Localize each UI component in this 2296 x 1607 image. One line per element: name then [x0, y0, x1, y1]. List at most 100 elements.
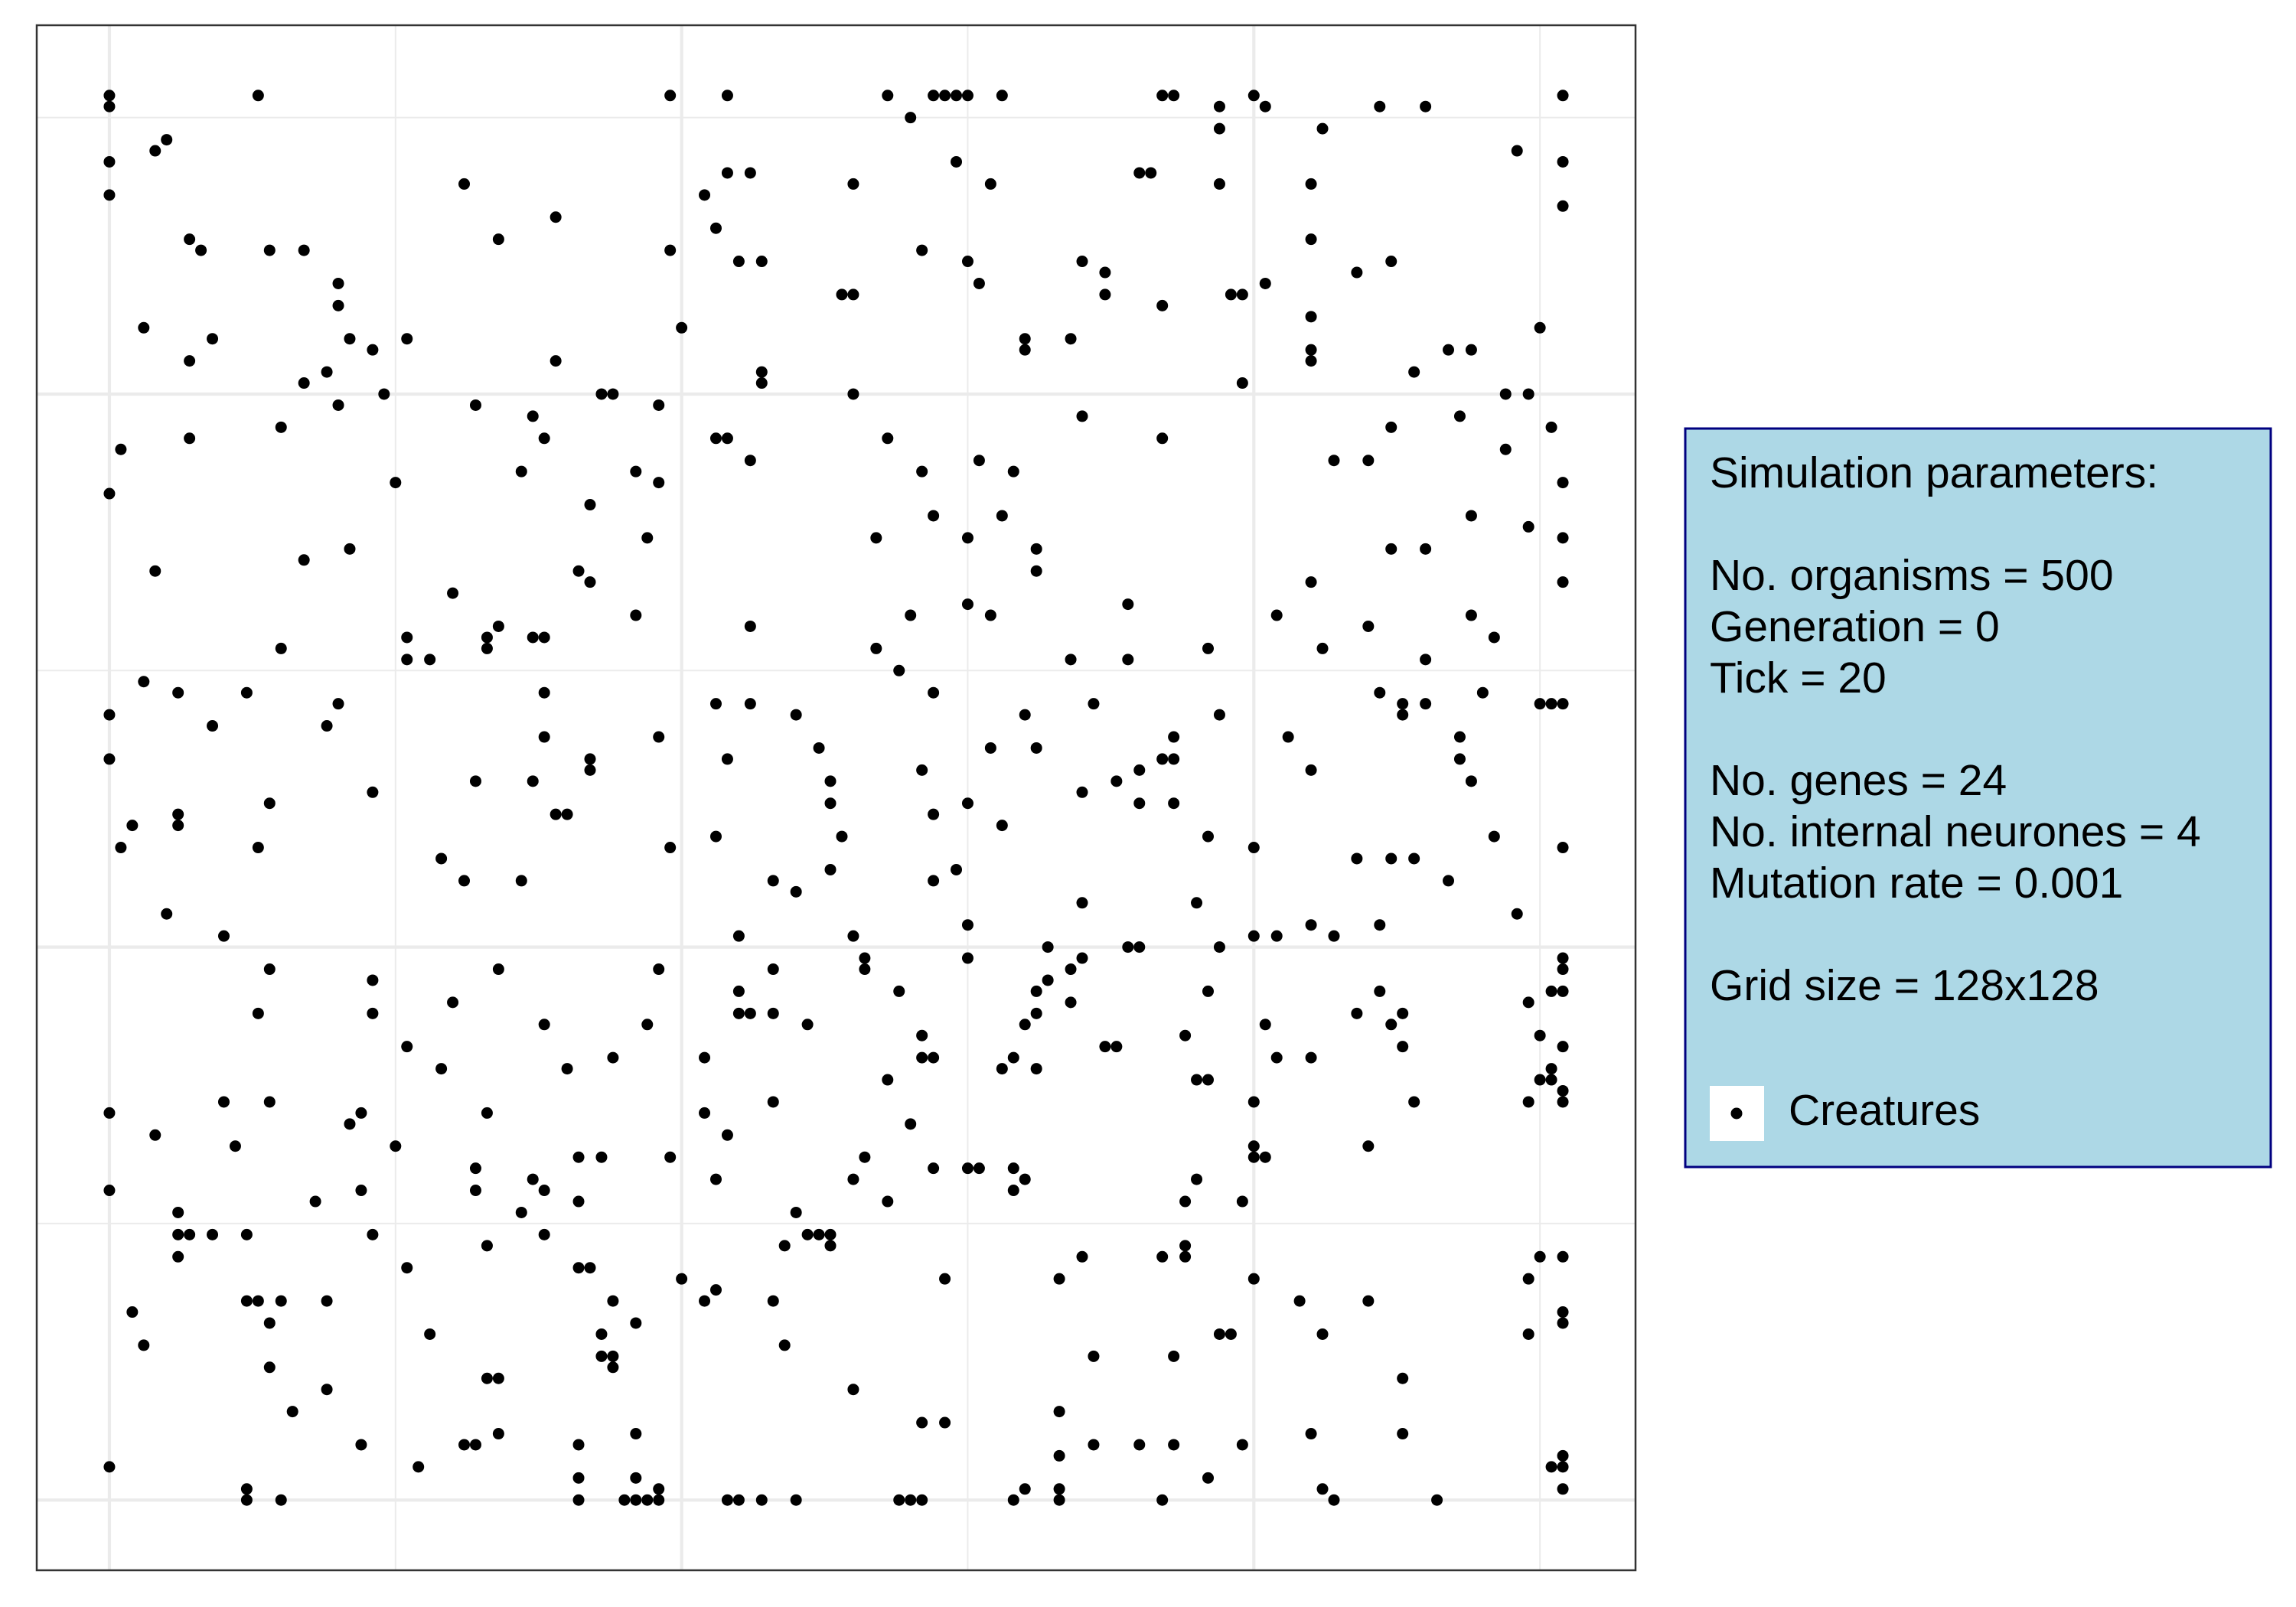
- creature-point: [1030, 985, 1042, 997]
- creature-point: [584, 499, 596, 511]
- creature-point: [1522, 388, 1534, 400]
- creature-point: [882, 1074, 894, 1086]
- creature-point: [527, 1173, 539, 1185]
- creature-point: [1453, 410, 1466, 422]
- creature-point: [882, 90, 894, 102]
- creature-point: [355, 1107, 367, 1119]
- creature-point: [939, 1273, 951, 1285]
- creature-point: [447, 587, 459, 599]
- creature-point: [1202, 1074, 1214, 1086]
- creature-point: [1420, 100, 1432, 112]
- creature-point: [103, 90, 116, 102]
- creature-point: [824, 775, 837, 787]
- creature-point: [263, 963, 276, 976]
- creature-point: [1076, 952, 1088, 964]
- creature-point: [115, 443, 127, 455]
- creature-point: [252, 90, 264, 102]
- creature-point: [309, 1195, 321, 1208]
- creature-point: [184, 233, 196, 246]
- creature-point: [1042, 974, 1054, 986]
- creature-point: [1088, 1350, 1100, 1362]
- creature-point: [240, 1483, 253, 1495]
- creature-point: [1385, 543, 1397, 555]
- creature-point: [732, 930, 745, 942]
- creature-point: [732, 256, 745, 268]
- creature-point: [367, 1007, 379, 1019]
- creature-point: [1076, 897, 1088, 909]
- creature-point: [1534, 1250, 1546, 1263]
- creature-point: [916, 1416, 928, 1429]
- creature-point: [115, 842, 127, 854]
- creature-point: [1168, 797, 1180, 810]
- creature-point: [653, 477, 665, 489]
- creature-point: [1282, 731, 1294, 743]
- creature-point: [1202, 1472, 1214, 1484]
- creature-point: [492, 1372, 504, 1384]
- creature-point: [527, 775, 539, 787]
- creature-point: [1065, 963, 1077, 976]
- creature-point: [1110, 1041, 1123, 1053]
- creature-point: [1053, 1483, 1065, 1495]
- creature-point: [1316, 1483, 1329, 1495]
- creature-point: [298, 377, 310, 390]
- creature-point: [951, 90, 963, 102]
- creature-point: [744, 167, 756, 179]
- creature-point: [676, 1273, 688, 1285]
- creature-point: [561, 808, 573, 820]
- creature-point: [1305, 576, 1317, 588]
- creature-point: [527, 410, 539, 422]
- legend-title-line: Tick = 20: [1710, 654, 1887, 702]
- creature-point: [1133, 167, 1146, 179]
- creature-point: [355, 1439, 367, 1451]
- creature-point: [961, 1162, 974, 1175]
- creature-point: [1156, 432, 1169, 445]
- creature-point: [732, 1007, 745, 1019]
- creature-point: [744, 1007, 756, 1019]
- creature-point: [951, 155, 963, 168]
- creature-point: [1328, 930, 1340, 942]
- creature-point: [1133, 797, 1146, 810]
- creature-point: [1019, 344, 1031, 356]
- creature-point: [184, 432, 196, 445]
- creature-point: [813, 1228, 825, 1240]
- creature-point: [126, 1306, 139, 1319]
- creature-point: [836, 830, 848, 843]
- creature-point: [286, 1406, 298, 1418]
- creature-point: [1557, 698, 1569, 710]
- creature-point: [1019, 333, 1031, 345]
- creature-point: [1385, 1019, 1397, 1031]
- creature-point: [961, 919, 974, 931]
- creature-point: [172, 686, 184, 699]
- creature-point: [1534, 321, 1546, 334]
- creature-point: [916, 1029, 928, 1041]
- legend-box: [1684, 427, 2272, 1169]
- creature-point: [630, 1428, 642, 1440]
- creature-point: [1213, 709, 1225, 721]
- creature-point: [103, 1461, 116, 1473]
- creature-point: [1213, 122, 1225, 135]
- creature-point: [1557, 576, 1569, 588]
- creature-point: [630, 609, 642, 621]
- creature-point: [401, 654, 413, 666]
- creature-point: [1133, 764, 1146, 776]
- creature-point: [1247, 930, 1260, 942]
- creature-point: [481, 1372, 493, 1384]
- creature-point: [1305, 764, 1317, 776]
- legend-title-line: No. genes = 24: [1710, 756, 2007, 805]
- creature-point: [584, 753, 596, 765]
- creature-point: [1088, 1439, 1100, 1451]
- creature-point: [263, 797, 276, 810]
- creature-point: [905, 1494, 917, 1506]
- panel-border: [35, 24, 1637, 1572]
- creature-point: [870, 532, 882, 544]
- creature-point: [240, 1228, 253, 1240]
- creature-point: [961, 797, 974, 810]
- creature-point: [1557, 1041, 1569, 1053]
- creature-point: [252, 842, 264, 854]
- creature-point: [572, 1262, 585, 1274]
- creature-point: [1453, 731, 1466, 743]
- creature-point: [996, 510, 1008, 522]
- creature-point: [607, 1295, 619, 1307]
- creature-point: [1374, 686, 1386, 699]
- creature-point: [1420, 698, 1432, 710]
